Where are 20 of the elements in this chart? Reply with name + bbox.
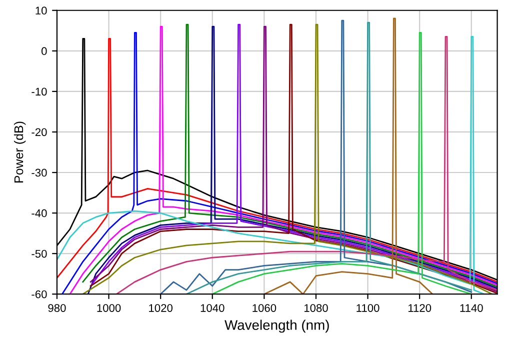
x-tick-label: 1000 (97, 304, 121, 312)
y-axis-title: Power (dB) (14, 122, 26, 182)
line-series (263, 18, 434, 294)
x-tick-label: 980 (48, 304, 66, 312)
y-tick-label: -20 (32, 128, 47, 136)
x-tick-label: 1020 (149, 304, 173, 312)
x-tick-label: 1060 (252, 304, 276, 312)
x-tick-label: 1080 (304, 304, 328, 312)
x-tick-label: 1040 (200, 304, 224, 312)
x-tick-label: 1100 (356, 304, 380, 312)
y-tick-label: -50 (32, 250, 47, 258)
y-tick-label: -60 (32, 290, 47, 298)
x-axis-title: Wavelength (nm) (224, 320, 329, 333)
y-tick-label: -30 (32, 168, 47, 177)
y-tick-label: 0 (42, 47, 47, 56)
y-tick-label: -40 (32, 209, 47, 218)
x-tick-label: 1140 (460, 304, 483, 312)
y-tick-label: -10 (32, 88, 47, 96)
x-tick-label: 1120 (408, 304, 432, 312)
y-tick-label: 10 (36, 6, 47, 15)
